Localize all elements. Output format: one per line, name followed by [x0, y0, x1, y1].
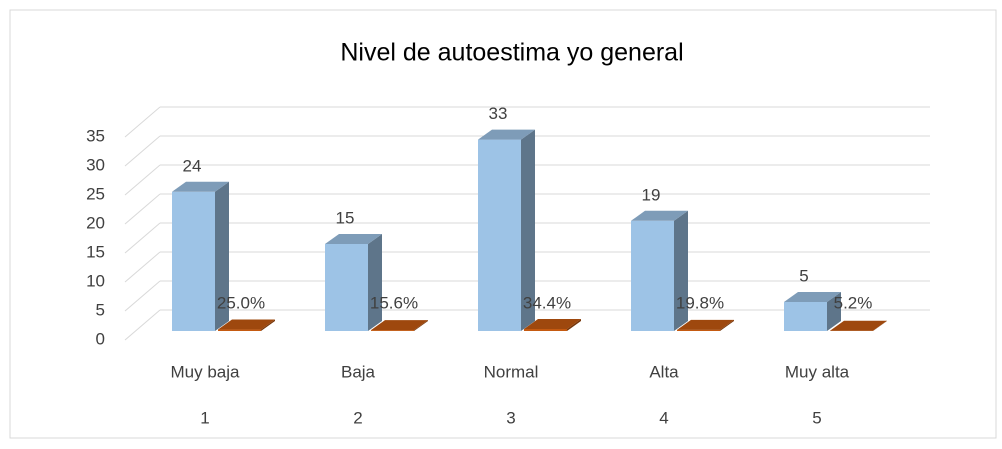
x-tick-label: Alta — [649, 362, 679, 381]
bar — [784, 302, 827, 331]
y-tick-label: 20 — [86, 213, 105, 232]
bar-percent — [371, 330, 414, 331]
data-label: 19 — [642, 185, 661, 204]
x-tick-number: 4 — [659, 408, 668, 427]
chart-title: Nivel de autoestima yo general — [340, 39, 683, 67]
bar-side — [674, 211, 688, 331]
bar-percent — [218, 330, 261, 331]
data-label: 5 — [799, 266, 808, 285]
x-tick-number: 5 — [812, 408, 821, 427]
y-tick-label: 0 — [96, 329, 105, 348]
data-label: 15.6% — [370, 293, 418, 312]
bar — [631, 221, 674, 331]
x-tick-label: Muy baja — [171, 362, 241, 381]
x-tick-label: Muy alta — [785, 362, 850, 381]
data-label: 33 — [489, 104, 508, 123]
data-label: 5.2% — [834, 293, 873, 312]
data-label: 24 — [183, 156, 202, 175]
x-tick-label: Baja — [341, 362, 376, 381]
data-label: 15 — [336, 208, 355, 227]
bar-percent — [677, 330, 720, 331]
bar-percent — [524, 329, 567, 331]
y-tick-label: 25 — [86, 184, 105, 203]
bar — [172, 192, 215, 331]
y-tick-label: 30 — [86, 155, 105, 174]
y-tick-label: 15 — [86, 242, 105, 261]
y-tick-label: 5 — [96, 300, 105, 319]
data-label: 19.8% — [676, 293, 724, 312]
bar-side — [368, 234, 382, 331]
x-tick-number: 2 — [353, 408, 362, 427]
x-tick-number: 1 — [200, 408, 209, 427]
data-label: 25.0% — [217, 293, 265, 312]
x-tick-number: 3 — [506, 408, 515, 427]
x-tick-label: Normal — [484, 362, 539, 381]
bar — [478, 140, 521, 331]
data-label: 34.4% — [523, 293, 571, 312]
bar — [325, 244, 368, 331]
y-tick-label: 10 — [86, 271, 105, 290]
y-tick-label: 35 — [86, 126, 105, 145]
